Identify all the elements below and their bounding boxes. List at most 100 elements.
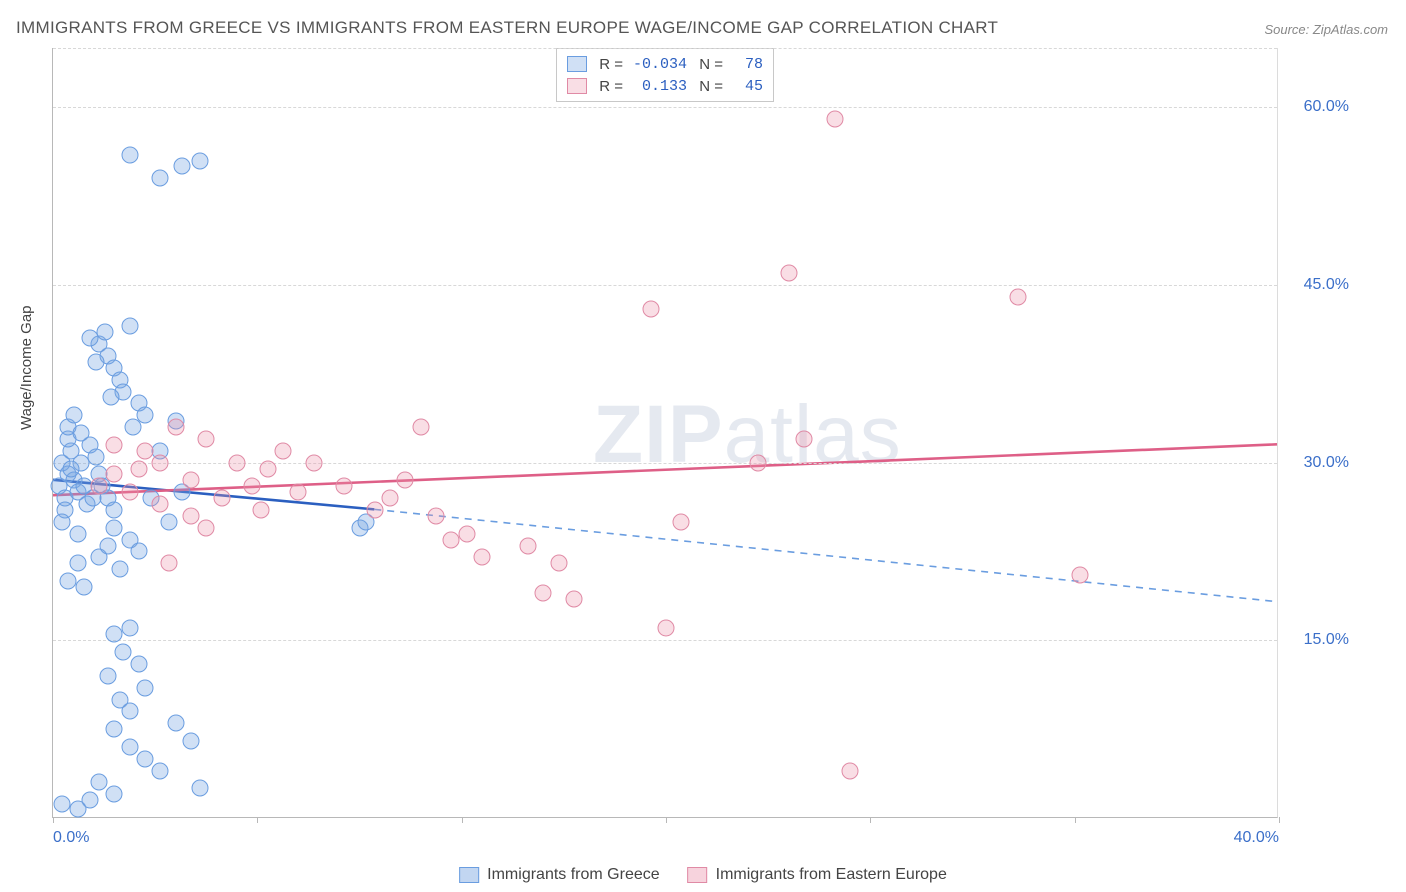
y-tick-label: 30.0% bbox=[1285, 454, 1349, 472]
data-point bbox=[182, 733, 199, 750]
data-point bbox=[520, 537, 537, 554]
data-point bbox=[642, 300, 659, 317]
data-point bbox=[106, 519, 123, 536]
r-label: R = bbox=[595, 56, 623, 73]
data-point bbox=[90, 774, 107, 791]
data-point bbox=[382, 490, 399, 507]
data-point bbox=[115, 644, 132, 661]
data-point bbox=[198, 430, 215, 447]
x-tick bbox=[1075, 817, 1076, 823]
data-point bbox=[112, 561, 129, 578]
data-point bbox=[826, 111, 843, 128]
data-point bbox=[130, 656, 147, 673]
x-tick-label: 40.0% bbox=[1234, 829, 1279, 847]
data-point bbox=[397, 472, 414, 489]
data-point bbox=[192, 780, 209, 797]
data-point bbox=[182, 507, 199, 524]
gridline bbox=[53, 48, 1277, 49]
data-point bbox=[336, 478, 353, 495]
data-point bbox=[152, 454, 169, 471]
data-point bbox=[173, 158, 190, 175]
data-point bbox=[124, 419, 141, 436]
y-tick-label: 60.0% bbox=[1285, 98, 1349, 116]
data-point bbox=[100, 667, 117, 684]
watermark: ZIPatlas bbox=[593, 388, 902, 482]
r-value: 0.133 bbox=[631, 78, 687, 95]
legend-item: Immigrants from Eastern Europe bbox=[688, 866, 947, 884]
data-point bbox=[658, 620, 675, 637]
data-point bbox=[69, 525, 86, 542]
data-point bbox=[550, 555, 567, 572]
x-tick-label: 0.0% bbox=[53, 829, 89, 847]
chart-title: IMMIGRANTS FROM GREECE VS IMMIGRANTS FRO… bbox=[16, 18, 998, 38]
data-point bbox=[90, 478, 107, 495]
data-point bbox=[366, 502, 383, 519]
legend-swatch bbox=[567, 78, 587, 94]
data-point bbox=[1010, 288, 1027, 305]
data-point bbox=[130, 543, 147, 560]
x-tick bbox=[870, 817, 871, 823]
x-tick bbox=[462, 817, 463, 823]
y-tick-label: 45.0% bbox=[1285, 276, 1349, 294]
data-point bbox=[87, 448, 104, 465]
x-tick bbox=[257, 817, 258, 823]
data-point bbox=[673, 513, 690, 530]
data-point bbox=[795, 430, 812, 447]
data-point bbox=[259, 460, 276, 477]
data-point bbox=[253, 502, 270, 519]
legend-item: Immigrants from Greece bbox=[459, 866, 659, 884]
r-value: -0.034 bbox=[631, 56, 687, 73]
correlation-legend: R =-0.034N =78R =0.133N =45 bbox=[556, 48, 774, 102]
data-point bbox=[54, 795, 71, 812]
y-tick-label: 15.0% bbox=[1285, 631, 1349, 649]
data-point bbox=[244, 478, 261, 495]
data-point bbox=[182, 472, 199, 489]
x-tick bbox=[1279, 817, 1280, 823]
data-point bbox=[167, 419, 184, 436]
data-point bbox=[274, 442, 291, 459]
data-point bbox=[749, 454, 766, 471]
r-label: R = bbox=[595, 78, 623, 95]
plot-area: ZIPatlas R =-0.034N =78R =0.133N =45 15.… bbox=[52, 48, 1278, 818]
y-axis-label: Wage/Income Gap bbox=[18, 305, 35, 430]
data-point bbox=[69, 800, 86, 817]
trend-line bbox=[374, 509, 1277, 601]
data-point bbox=[121, 738, 138, 755]
data-point bbox=[161, 513, 178, 530]
data-point bbox=[81, 330, 98, 347]
data-point bbox=[474, 549, 491, 566]
data-point bbox=[106, 466, 123, 483]
data-point bbox=[121, 146, 138, 163]
legend-label: Immigrants from Eastern Europe bbox=[716, 866, 947, 884]
data-point bbox=[213, 490, 230, 507]
data-point bbox=[305, 454, 322, 471]
data-point bbox=[228, 454, 245, 471]
data-point bbox=[535, 584, 552, 601]
n-value: 45 bbox=[731, 78, 763, 95]
data-point bbox=[841, 762, 858, 779]
data-point bbox=[428, 507, 445, 524]
data-point bbox=[97, 324, 114, 341]
data-point bbox=[566, 590, 583, 607]
data-point bbox=[54, 513, 71, 530]
data-point bbox=[69, 555, 86, 572]
data-point bbox=[121, 703, 138, 720]
legend-label: Immigrants from Greece bbox=[487, 866, 659, 884]
data-point bbox=[152, 762, 169, 779]
gridline bbox=[53, 107, 1277, 108]
data-point bbox=[152, 496, 169, 513]
data-point bbox=[130, 460, 147, 477]
data-point bbox=[121, 620, 138, 637]
gridline bbox=[53, 285, 1277, 286]
data-point bbox=[72, 425, 89, 442]
data-point bbox=[75, 579, 92, 596]
data-point bbox=[161, 555, 178, 572]
data-point bbox=[412, 419, 429, 436]
data-point bbox=[106, 502, 123, 519]
x-tick bbox=[53, 817, 54, 823]
series-legend: Immigrants from Greece Immigrants from Ea… bbox=[459, 866, 947, 884]
legend-swatch bbox=[688, 867, 708, 883]
data-point bbox=[136, 750, 153, 767]
data-point bbox=[152, 170, 169, 187]
data-point bbox=[780, 265, 797, 282]
